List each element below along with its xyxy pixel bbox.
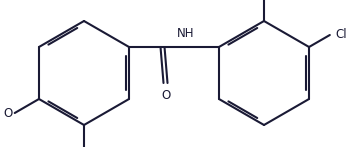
Text: O: O [161,89,170,102]
Text: Cl: Cl [336,29,347,41]
Text: NH: NH [177,27,194,40]
Text: O: O [4,106,13,120]
